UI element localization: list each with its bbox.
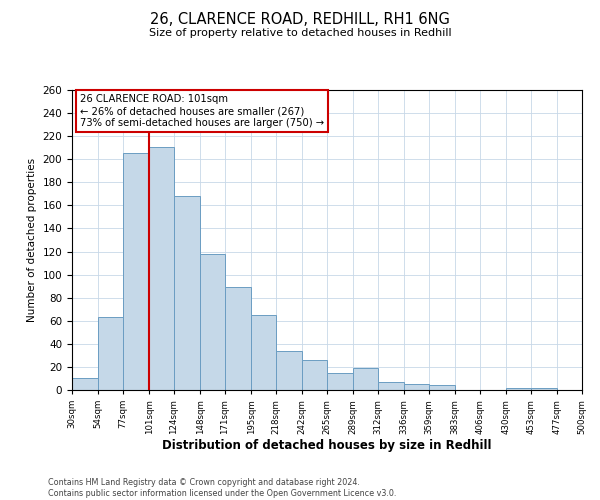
Bar [251, 315, 276, 390]
Bar [72, 378, 98, 390]
Text: Contains HM Land Registry data © Crown copyright and database right 2024.
Contai: Contains HM Land Registry data © Crown c… [48, 478, 397, 498]
Y-axis label: Number of detached properties: Number of detached properties [27, 158, 37, 322]
Text: 26 CLARENCE ROAD: 101sqm
← 26% of detached houses are smaller (267)
73% of semi-: 26 CLARENCE ROAD: 101sqm ← 26% of detach… [80, 94, 324, 128]
Bar [200, 254, 225, 390]
Bar [378, 382, 404, 390]
Bar [225, 288, 251, 390]
Bar [506, 388, 531, 390]
Bar [98, 318, 123, 390]
Text: 26, CLARENCE ROAD, REDHILL, RH1 6NG: 26, CLARENCE ROAD, REDHILL, RH1 6NG [150, 12, 450, 28]
X-axis label: Distribution of detached houses by size in Redhill: Distribution of detached houses by size … [162, 440, 492, 452]
Bar [302, 360, 327, 390]
Bar [531, 388, 557, 390]
Bar [174, 196, 200, 390]
Bar [123, 154, 149, 390]
Text: Size of property relative to detached houses in Redhill: Size of property relative to detached ho… [149, 28, 451, 38]
Bar [276, 351, 302, 390]
Bar [327, 372, 353, 390]
Bar [404, 384, 429, 390]
Bar [149, 146, 174, 390]
Bar [353, 368, 378, 390]
Bar [429, 386, 455, 390]
